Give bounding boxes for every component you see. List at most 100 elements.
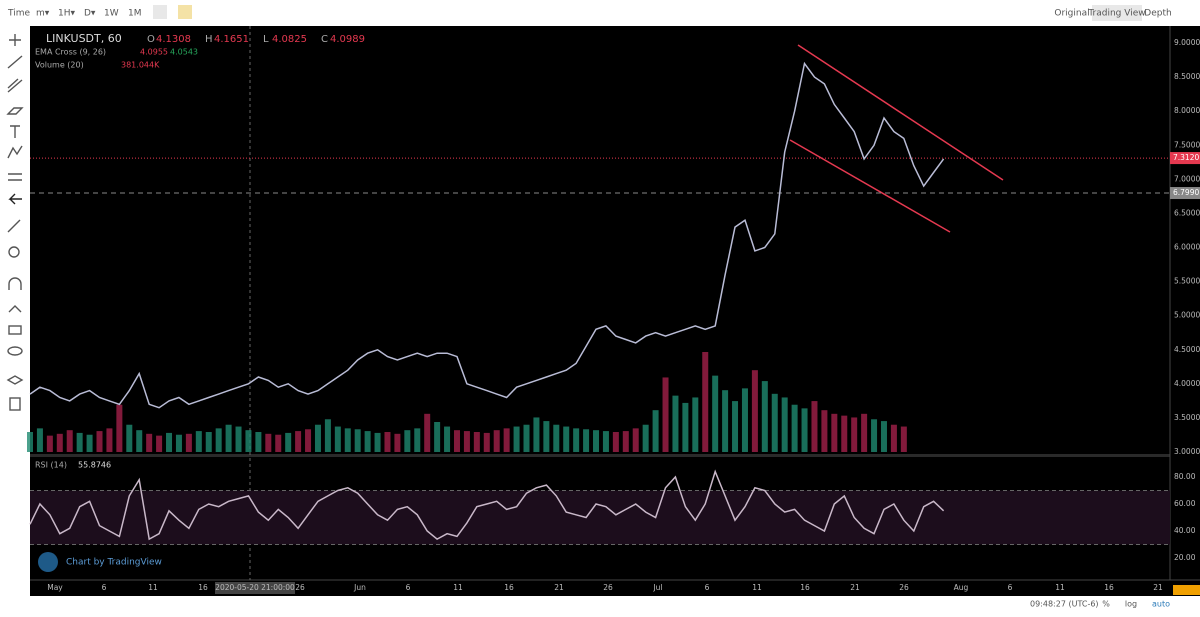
volume-bar — [692, 397, 699, 452]
toolbar-item[interactable]: D▾ — [84, 9, 96, 19]
view-tab[interactable]: Trading View — [1087, 9, 1145, 19]
volume-bar — [612, 432, 619, 452]
time-label: 11 — [453, 583, 463, 592]
volume-bar — [295, 431, 302, 452]
y-tick-label: 8.5000 — [1174, 72, 1200, 81]
volume-bar — [185, 433, 192, 452]
volume-bar — [523, 424, 530, 452]
volume-bar — [364, 431, 371, 452]
volume-bar — [493, 430, 500, 452]
volume-bar — [394, 433, 401, 452]
volume-bar — [374, 432, 381, 452]
volume-bar — [136, 430, 143, 452]
volume-bar — [672, 395, 679, 452]
view-tab[interactable]: Depth — [1144, 9, 1171, 19]
volume-bar — [821, 410, 828, 452]
volume-bar — [46, 435, 53, 452]
trend-channel — [789, 44, 1004, 233]
indicators-button[interactable] — [178, 5, 192, 19]
volume-bar — [305, 429, 312, 452]
price-marker-box — [1170, 187, 1200, 200]
volume-bar — [722, 390, 729, 452]
ohlc-key: H — [205, 34, 213, 45]
volume-bar — [175, 434, 182, 452]
volume-bar — [712, 375, 719, 452]
volume-bar — [354, 429, 361, 452]
toolbar-item[interactable]: m▾ — [36, 9, 50, 19]
volume-bar — [593, 430, 600, 452]
volume-bar — [86, 434, 93, 452]
time-label: 6 — [102, 583, 107, 592]
left-toolbar — [0, 26, 30, 596]
y-tick-label: 6.0000 — [1174, 243, 1200, 252]
volume-bar — [453, 430, 460, 452]
ohlc-value: 4.1651 — [214, 34, 249, 45]
status-option[interactable]: log — [1125, 600, 1137, 609]
ohlc-key: C — [321, 34, 328, 45]
volume-bar — [166, 432, 173, 452]
volume-bar — [36, 428, 43, 452]
volume-bar — [414, 428, 421, 452]
volume-bar — [900, 426, 907, 452]
volume-bar — [205, 432, 212, 452]
y-tick-label: 6.5000 — [1174, 208, 1200, 217]
volume-bar — [761, 381, 768, 452]
time-label: 2020-05-20 21:00:00 — [215, 583, 295, 592]
price-marker-label: 6.7990 — [1173, 188, 1199, 197]
volume-bar — [811, 401, 818, 452]
volume-bar — [245, 430, 252, 452]
time-label: 16 — [800, 583, 810, 592]
status-option[interactable]: % — [1102, 600, 1110, 609]
volume-bar — [732, 401, 739, 452]
settings-button[interactable] — [153, 5, 167, 19]
toolbar-item[interactable]: 1H▾ — [58, 9, 75, 19]
volume-bar — [841, 415, 848, 452]
volume-bar — [285, 432, 292, 452]
y-tick-label: 7.5000 — [1174, 140, 1200, 149]
volume-bar — [751, 370, 758, 452]
volume-bar — [473, 432, 480, 452]
time-label: 6 — [406, 583, 411, 592]
volume-bar — [265, 433, 272, 452]
volume-bar — [96, 431, 103, 452]
rsi-line — [29, 469, 945, 541]
volume-bar — [890, 424, 897, 452]
time-label: 16 — [198, 583, 208, 592]
time-label: 11 — [752, 583, 762, 592]
time-label: 6 — [705, 583, 710, 592]
view-tab[interactable]: Original — [1054, 9, 1089, 19]
time-label: 26 — [295, 583, 305, 592]
toolbar-item[interactable]: 1W — [104, 9, 119, 19]
volume-bar — [106, 428, 113, 452]
volume-bar — [573, 428, 580, 452]
volume-bar — [116, 404, 123, 452]
symbol: LINKUSDT, 60 — [46, 32, 122, 45]
rsi-tick-label: 60.00 — [1174, 499, 1196, 508]
pane-divider — [30, 454, 1170, 457]
status-option[interactable]: auto — [1152, 600, 1170, 609]
volume-bar — [632, 428, 639, 452]
volume-bar — [861, 413, 868, 452]
toolbar-item[interactable]: 1M — [128, 9, 142, 19]
rsi-value: 55.8746 — [78, 461, 111, 470]
volume-bar — [424, 413, 431, 452]
rsi-tick-label: 20.00 — [1174, 553, 1196, 562]
volume-bar — [235, 426, 242, 452]
volume-bar — [314, 424, 321, 452]
time-label: Jul — [652, 583, 662, 592]
volume-bar — [583, 429, 590, 452]
volume-bar — [652, 410, 659, 452]
volume-bar — [66, 430, 73, 452]
time-label: 21 — [850, 583, 860, 592]
rsi-band — [30, 490, 1170, 545]
toolbar-item[interactable]: Time — [7, 9, 30, 19]
ohlc-key: O — [147, 34, 155, 45]
volume-bar — [741, 388, 748, 452]
tool-icons — [6, 34, 24, 411]
rsi-tick-label: 40.00 — [1174, 526, 1196, 535]
ema-value: 4.0543 — [170, 48, 198, 57]
volume-bar — [682, 402, 689, 452]
volume-bar — [56, 433, 63, 452]
status-time: 09:48:27 (UTC-6) — [1030, 600, 1099, 609]
